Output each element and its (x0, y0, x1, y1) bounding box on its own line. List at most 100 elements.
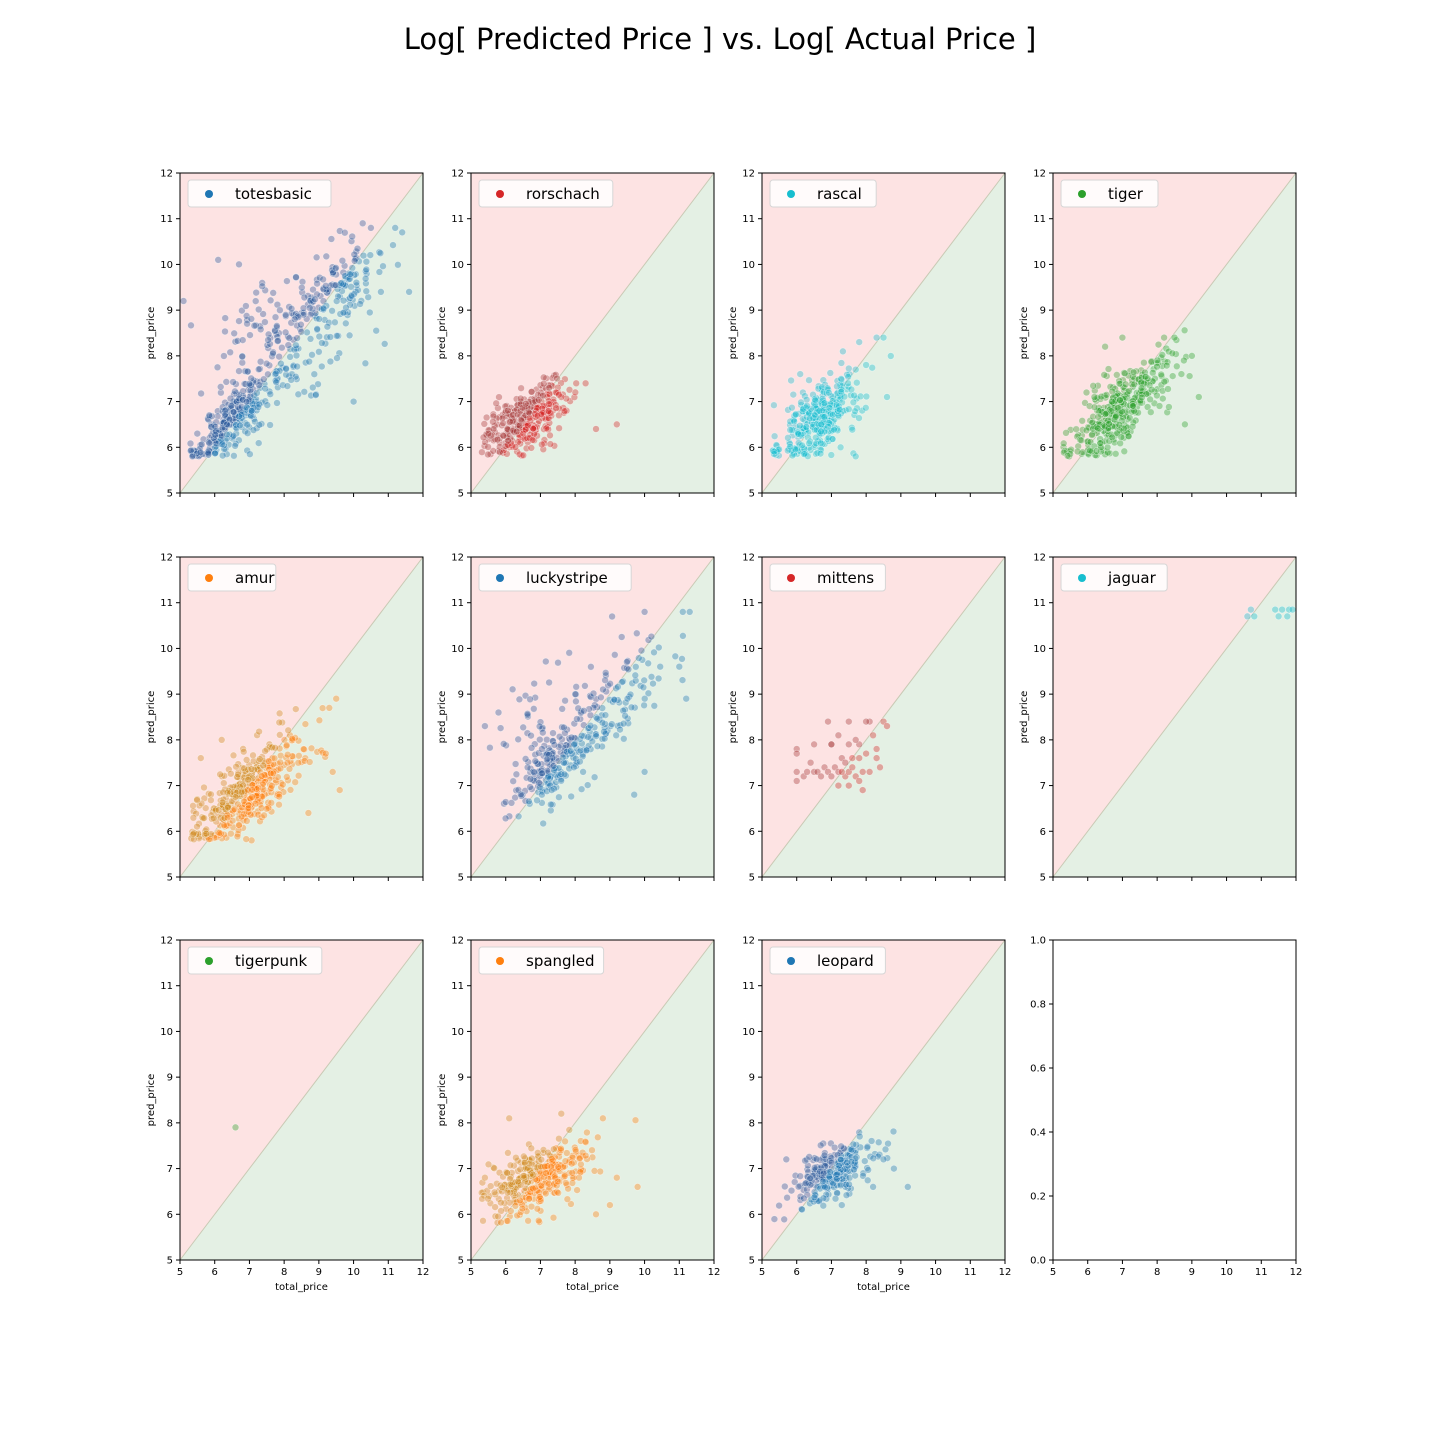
data-point (1078, 417, 1086, 425)
data-point (292, 705, 300, 713)
data-point (587, 663, 595, 671)
data-point (1168, 372, 1177, 380)
data-point (227, 402, 236, 410)
data-point (290, 346, 298, 354)
data-point (524, 1217, 532, 1225)
y-tick-label: 11 (742, 981, 755, 992)
data-point (881, 1145, 890, 1154)
y-tick-label: 8 (1040, 735, 1046, 746)
data-point (862, 717, 870, 726)
data-point (297, 320, 305, 329)
data-point (525, 797, 533, 806)
data-point (247, 765, 256, 773)
data-point (212, 418, 220, 426)
y-tick-label: 8 (167, 735, 173, 746)
data-point (580, 707, 588, 715)
data-point (1128, 422, 1137, 431)
data-point (277, 359, 285, 368)
data-point (1154, 340, 1163, 349)
data-point (479, 1217, 487, 1225)
data-point (606, 1201, 614, 1209)
y-tick-label: 12 (1033, 169, 1046, 180)
x-tick-label: 5 (1050, 1267, 1056, 1278)
data-point (499, 432, 508, 440)
data-point (685, 608, 694, 616)
data-point (282, 365, 290, 373)
data-point (398, 228, 406, 237)
data-point (847, 1157, 856, 1166)
data-point (494, 708, 503, 717)
data-point (770, 1215, 779, 1223)
data-point (332, 694, 340, 703)
data-point (247, 374, 255, 383)
data-point (200, 783, 208, 792)
data-point (269, 769, 277, 777)
data-point (179, 297, 188, 305)
y-tick-label: 10 (160, 260, 173, 271)
data-point (547, 1163, 555, 1171)
data-point (271, 313, 280, 321)
data-point (493, 435, 502, 444)
data-point (572, 379, 580, 387)
data-point (883, 393, 891, 401)
data-point (561, 1137, 569, 1146)
data-point (243, 421, 252, 429)
data-point (506, 1161, 515, 1170)
data-point (219, 788, 227, 796)
y-tick-label: 7 (458, 397, 464, 408)
data-point (561, 1172, 569, 1180)
x-tick-label: 5 (759, 1267, 765, 1278)
data-point (211, 449, 219, 457)
data-point (312, 391, 320, 399)
y-tick-label: 5 (749, 873, 755, 884)
data-point (554, 1189, 562, 1197)
x-tick-label: 7 (828, 1267, 834, 1278)
data-point (592, 732, 600, 740)
data-point (883, 722, 891, 730)
data-point (570, 763, 578, 771)
legend: rorschach (478, 179, 614, 208)
data-point (1062, 429, 1070, 437)
data-point (775, 1201, 783, 1210)
data-point (255, 305, 263, 314)
data-point (220, 352, 228, 360)
data-point (890, 1164, 898, 1173)
data-point (531, 757, 539, 765)
y-tick-label: 5 (458, 489, 464, 500)
data-point (544, 407, 553, 415)
data-point (1271, 605, 1279, 614)
data-point (273, 301, 282, 309)
data-point (251, 799, 260, 808)
data-point (238, 359, 247, 367)
data-point (211, 423, 219, 431)
y-axis-label: pred_price (437, 691, 448, 744)
data-point (817, 772, 825, 781)
data-point (243, 316, 251, 324)
data-point (337, 279, 345, 287)
y-tick-label: 5 (749, 1256, 755, 1267)
data-point (869, 731, 877, 739)
legend-label: tigerpunk (235, 952, 308, 970)
data-point (218, 798, 227, 806)
data-point (235, 260, 243, 269)
data-point (523, 763, 532, 772)
y-axis-label: pred_price (1019, 307, 1030, 360)
y-tick-label: 10 (160, 644, 173, 655)
data-point (581, 682, 589, 690)
data-point (535, 779, 543, 787)
data-point (770, 401, 778, 409)
data-point (520, 1152, 528, 1161)
data-point (682, 694, 690, 703)
data-point (325, 704, 333, 712)
data-point (541, 1162, 549, 1171)
data-point (298, 283, 306, 292)
subplot-rascal: 5 6 7 8 9 10 11 12 pred_price rascal (728, 169, 1006, 500)
data-point (530, 679, 538, 688)
data-point (855, 414, 863, 422)
data-point (248, 786, 256, 794)
data-point (1120, 447, 1129, 455)
data-point (342, 319, 350, 328)
data-point (288, 370, 296, 378)
data-point (241, 367, 249, 375)
data-point (1125, 387, 1133, 395)
